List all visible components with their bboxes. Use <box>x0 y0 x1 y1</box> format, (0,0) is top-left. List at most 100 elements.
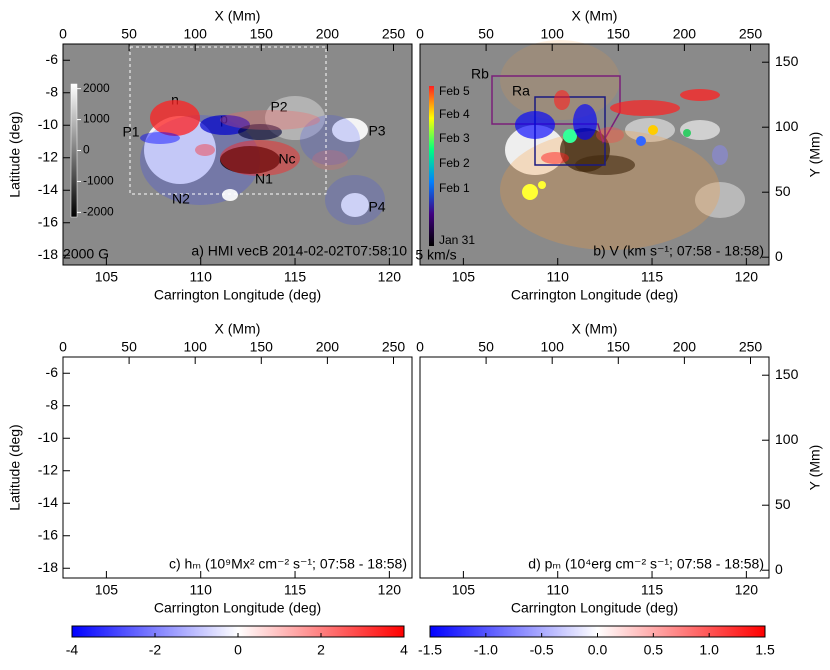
x2-tick-label: 200 <box>673 339 697 355</box>
image-feature <box>500 40 620 120</box>
colorbar-tick-label: 2000 <box>83 81 110 95</box>
y-tick-label: -16 <box>38 526 58 542</box>
x-tick-label: 110 <box>190 582 213 598</box>
y2-tick-label: 0 <box>775 248 783 264</box>
x2-tick-label: 250 <box>739 339 763 355</box>
image-feature <box>610 100 680 116</box>
image-feature <box>220 110 320 130</box>
x-tick-label: 110 <box>547 269 570 285</box>
image-feature <box>195 144 215 156</box>
x-tick-label: 115 <box>284 582 307 598</box>
image-feature <box>680 89 720 101</box>
track-star <box>538 181 546 189</box>
x2-tick-label: 100 <box>541 26 565 42</box>
image-feature <box>341 193 369 217</box>
y-tick-label: -6 <box>46 51 59 67</box>
x2-tick-label: 200 <box>673 26 697 42</box>
x2-tick-label: 150 <box>250 339 274 355</box>
colorbar-tick-label: 1.0 <box>699 642 719 658</box>
y2-tick-label: 100 <box>775 118 799 134</box>
plot-frame <box>419 43 770 266</box>
y-tick-label: -10 <box>38 116 58 132</box>
image-feature <box>515 111 555 139</box>
image-feature <box>222 189 238 201</box>
plot-frame <box>62 43 413 266</box>
panel-title: d) pₘ (10⁴erg cm⁻² s⁻¹; 07:58 - 18:58) <box>528 556 764 572</box>
x2-tick-label: 50 <box>478 26 494 42</box>
x2-tick-label: 250 <box>382 26 406 42</box>
y-tick-label: -18 <box>38 246 58 262</box>
legend-label: Jan 31 <box>439 233 475 247</box>
x-tick-label: 120 <box>735 582 759 598</box>
x2-tick-label: 100 <box>541 339 565 355</box>
x-axis-label: Carrington Longitude (deg) <box>511 287 678 303</box>
colorbar-tick-label: -1000 <box>83 174 114 188</box>
region-ra <box>534 96 606 166</box>
panel-title: c) hₘ (10⁹Mx² cm⁻² s⁻¹; 07:58 - 18:58) <box>169 556 407 572</box>
colorbar-tick-label: -1.5 <box>418 642 442 658</box>
x2-tick-label: 0 <box>59 339 67 355</box>
x2-axis-label: X (Mm) <box>215 321 261 337</box>
x-tick-label: 115 <box>641 269 664 285</box>
colorbar-tick-label: 0.0 <box>588 642 608 658</box>
y-tick-label: -14 <box>38 494 58 510</box>
y2-axis-label: Y (Mm) <box>807 132 823 178</box>
x-tick-label: 115 <box>284 269 307 285</box>
y-tick-label: -6 <box>46 364 59 380</box>
x-tick-label: 120 <box>735 269 759 285</box>
image-feature <box>150 100 200 136</box>
image-feature <box>220 140 300 176</box>
x-tick-label: 105 <box>95 582 119 598</box>
annotation: P2 <box>270 99 287 115</box>
colorbar-tick-label: -1.0 <box>474 642 498 658</box>
x2-axis-label: X (Mm) <box>572 8 618 24</box>
plot-frame <box>419 356 770 579</box>
y-tick-label: -16 <box>38 213 58 229</box>
x2-axis-label: X (Mm) <box>215 8 261 24</box>
x-axis-label: Carrington Longitude (deg) <box>511 600 678 616</box>
y-axis-label: Latitude (deg) <box>7 111 23 197</box>
image-feature <box>332 118 368 142</box>
image-feature <box>200 115 250 135</box>
inset-colorbar <box>70 83 78 218</box>
annotation: Rb <box>471 66 489 82</box>
plot-frame <box>62 356 413 579</box>
x2-tick-label: 0 <box>416 339 424 355</box>
x2-tick-label: 250 <box>739 26 763 42</box>
annotation: P4 <box>368 199 385 215</box>
x2-tick-label: 100 <box>184 26 208 42</box>
image-feature <box>238 124 282 140</box>
x-tick-label: 110 <box>190 269 213 285</box>
annotation: n <box>171 92 179 108</box>
legend-label: Feb 5 <box>439 84 470 98</box>
colorbar-tick-label: 2 <box>317 642 325 658</box>
annotation: P3 <box>368 123 385 139</box>
y-tick-label: -8 <box>46 396 59 412</box>
y-tick-label: -14 <box>38 181 58 197</box>
y2-tick-label: 150 <box>775 366 799 382</box>
x2-tick-label: 50 <box>121 26 137 42</box>
colorbar-tick-label: 0.5 <box>644 642 664 658</box>
legend-label: Feb 2 <box>439 156 470 170</box>
x2-tick-label: 150 <box>250 26 274 42</box>
image-background <box>420 357 769 578</box>
annotation: P1 <box>122 124 139 140</box>
y-tick-label: -12 <box>38 148 58 164</box>
colorbar-tick-label: -2000 <box>83 205 114 219</box>
colorbar-tick-label: 1.5 <box>755 642 775 658</box>
annotation: 5 km/s <box>415 247 456 263</box>
x-tick-label: 110 <box>547 582 570 598</box>
image-feature <box>300 115 360 165</box>
x-tick-label: 105 <box>452 269 476 285</box>
track-star <box>522 184 538 200</box>
x2-tick-label: 150 <box>607 339 631 355</box>
y2-tick-label: 100 <box>775 431 799 447</box>
track-star <box>683 129 691 137</box>
image-feature <box>695 182 745 218</box>
x-tick-label: 105 <box>95 269 119 285</box>
y-axis-label: Latitude (deg) <box>7 424 23 510</box>
x-tick-label: 105 <box>452 582 476 598</box>
image-feature <box>140 115 260 205</box>
colorbar-tick-label: 1000 <box>83 112 110 126</box>
